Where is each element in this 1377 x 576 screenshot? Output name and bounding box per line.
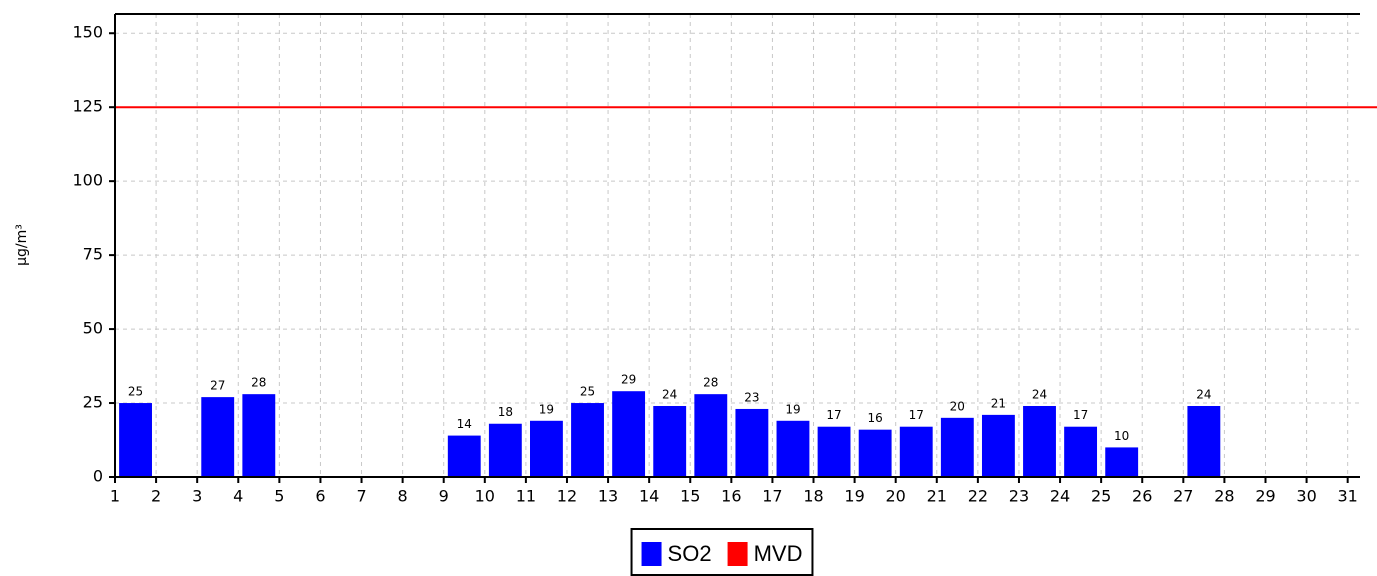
x-tick-label: 16: [721, 487, 741, 506]
value-label: 21: [991, 396, 1006, 410]
x-tick-label: 24: [1050, 487, 1070, 506]
y-tick-label: 0: [93, 467, 103, 486]
value-label: 19: [785, 402, 800, 416]
x-tick-label: 14: [639, 487, 659, 506]
bar: [694, 394, 728, 477]
value-label: 27: [210, 379, 225, 393]
y-tick-label: 150: [72, 23, 103, 42]
y-tick-label: 100: [72, 171, 103, 190]
legend-swatch: [641, 542, 662, 566]
x-tick-label: 30: [1296, 487, 1316, 506]
value-label: 24: [1032, 387, 1047, 401]
bar: [119, 403, 152, 477]
legend-label: MVD: [754, 541, 803, 566]
bar: [242, 394, 276, 477]
bar: [530, 420, 563, 477]
x-tick-label: 31: [1337, 487, 1357, 506]
y-tick-label: 25: [83, 393, 103, 412]
value-label: 17: [909, 408, 924, 422]
x-tick-label: 3: [192, 487, 202, 506]
bar: [1064, 426, 1098, 477]
x-tick-label: 23: [1009, 487, 1029, 506]
bar: [488, 423, 522, 477]
x-tick-label: 20: [886, 487, 906, 506]
x-tick-label: 2: [151, 487, 161, 506]
y-tick-label: 125: [72, 97, 103, 116]
bar: [201, 397, 235, 477]
value-label: 25: [128, 385, 143, 399]
x-tick-label: 17: [762, 487, 782, 506]
value-label: 28: [251, 376, 266, 390]
x-tick-label: 27: [1173, 487, 1193, 506]
value-label: 14: [457, 417, 472, 431]
bar: [735, 408, 769, 477]
bar: [940, 417, 974, 477]
bar: [858, 429, 892, 477]
x-tick-label: 6: [315, 487, 325, 506]
bar: [653, 405, 687, 477]
x-tick-label: 22: [968, 487, 988, 506]
x-tick-label: 18: [803, 487, 823, 506]
x-tick-label: 15: [680, 487, 700, 506]
x-tick-label: 10: [475, 487, 495, 506]
bar: [981, 414, 1015, 477]
value-label: 17: [826, 408, 841, 422]
bar: [899, 426, 933, 477]
value-label: 24: [662, 387, 677, 401]
legend-label: SO2: [668, 541, 712, 566]
bar: [1105, 447, 1139, 477]
bar: [817, 426, 851, 477]
x-tick-label: 11: [516, 487, 536, 506]
value-label: 18: [498, 405, 513, 419]
bar: [1187, 405, 1221, 477]
legend: [630, 528, 814, 576]
x-tick-label: 4: [233, 487, 243, 506]
value-label: 16: [868, 411, 883, 425]
legend-swatch: [727, 542, 748, 566]
value-label: 29: [621, 373, 636, 387]
value-label: 10: [1114, 429, 1129, 443]
bar: [1023, 405, 1056, 477]
x-tick-label: 7: [356, 487, 366, 506]
value-label: 25: [580, 385, 595, 399]
x-tick-label: 12: [557, 487, 577, 506]
x-tick-label: 13: [598, 487, 618, 506]
value-label: 28: [703, 376, 718, 390]
value-label: 19: [539, 402, 554, 416]
value-label: 17: [1073, 408, 1088, 422]
x-tick-label: 25: [1091, 487, 1111, 506]
y-tick-label: 75: [83, 245, 103, 264]
x-tick-label: 5: [274, 487, 284, 506]
x-tick-label: 26: [1132, 487, 1152, 506]
bar: [776, 420, 810, 477]
x-tick-label: 19: [844, 487, 864, 506]
bar: [447, 435, 481, 477]
x-tick-label: 29: [1255, 487, 1275, 506]
x-tick-label: 28: [1214, 487, 1234, 506]
y-tick-label: 50: [83, 319, 103, 338]
x-tick-label: 21: [927, 487, 947, 506]
x-tick-label: 8: [398, 487, 408, 506]
y-axis-label: µg/m³: [14, 224, 30, 266]
value-label: 24: [1196, 387, 1211, 401]
bar: [612, 391, 646, 477]
x-tick-label: 9: [439, 487, 449, 506]
bar: [571, 403, 604, 477]
x-tick-label: 1: [110, 487, 120, 506]
value-label: 20: [950, 399, 965, 413]
value-label: 23: [744, 390, 759, 404]
